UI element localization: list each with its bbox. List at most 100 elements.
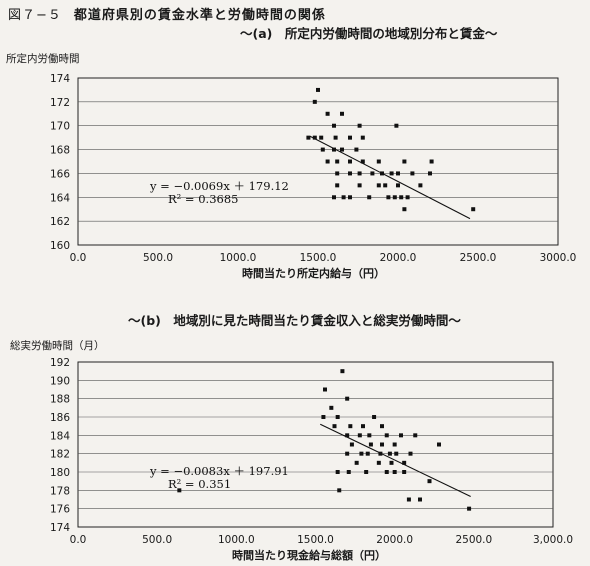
data-point	[471, 207, 476, 212]
data-point	[348, 135, 352, 140]
data-point	[467, 506, 472, 511]
data-point	[345, 451, 350, 456]
data-point	[337, 488, 342, 493]
data-point	[392, 442, 397, 447]
chart-a-scatter: 160 162 164 166 168 170 172 174 0.0 500.0 1000.0 15…	[50, 73, 577, 264]
data-point	[332, 195, 336, 200]
data-point	[357, 183, 362, 188]
r-squared-b: R² = 0.351	[168, 477, 231, 491]
data-point	[405, 195, 410, 200]
y-tick-label: 168	[50, 145, 70, 157]
y-tick-label: 166	[50, 168, 70, 180]
data-point	[349, 442, 354, 447]
x-tick-label: 0.0	[70, 534, 87, 546]
data-point	[357, 171, 362, 176]
data-point	[383, 183, 388, 188]
data-point	[396, 183, 400, 188]
y-tick-label: 186	[50, 412, 70, 424]
y-tick-label: 192	[50, 357, 70, 369]
data-point	[360, 159, 365, 164]
figure-title-text: 都道府県別の賃金水準と労働時間の関係	[73, 8, 326, 23]
x-tick-label: 1000.0	[220, 252, 257, 264]
y-tick-label: 184	[50, 430, 70, 442]
chart-b-ylabel: 総実労働時間（月）	[10, 340, 105, 352]
data-point	[329, 405, 334, 410]
data-point	[392, 470, 397, 474]
data-point	[335, 470, 340, 474]
y-tick-label: 174	[50, 73, 70, 85]
chart-b-xlabel: 時間当たり現金給与総額（円）	[232, 549, 386, 562]
r-squared-a: R² = 0.3685	[168, 192, 238, 206]
data-point	[333, 135, 338, 140]
data-point	[408, 451, 413, 456]
data-point	[348, 171, 352, 176]
y-tick-label: 162	[50, 216, 70, 228]
data-point	[410, 171, 415, 176]
data-point	[370, 171, 375, 176]
data-point	[335, 159, 340, 164]
data-point	[312, 135, 317, 140]
y-tick-label: 188	[50, 394, 70, 406]
data-point	[389, 460, 394, 465]
data-point	[332, 147, 336, 152]
data-point	[429, 159, 434, 164]
data-point	[394, 451, 399, 456]
chart-b-subtitle: 〜(b) 地域別に見た時間当たり賃金収入と総実労働時間〜	[128, 313, 461, 328]
chart-b-scatter: 174 176 178 180 182 184 186 188 190 192 0.0 500.0 10…	[50, 357, 573, 546]
data-point	[364, 470, 369, 474]
data-point	[376, 183, 381, 188]
y-tick-label: 178	[50, 485, 70, 497]
data-point	[396, 171, 400, 176]
y-tick-label: 182	[50, 449, 70, 461]
chart-a-xlabel: 時間当たり所定内給与（円）	[242, 267, 385, 280]
x-tick-label: 2500.0	[455, 534, 492, 546]
data-point	[359, 451, 364, 456]
data-point	[376, 159, 381, 164]
data-point	[387, 451, 392, 456]
figure-number: 図７−５	[8, 8, 62, 23]
data-point	[418, 497, 422, 502]
data-point	[399, 195, 404, 200]
y-tick-label: 160	[50, 240, 70, 252]
data-point	[437, 442, 441, 447]
data-point	[335, 183, 340, 188]
plot-area-a	[77, 77, 559, 246]
data-point	[367, 195, 372, 200]
data-point	[335, 415, 340, 419]
data-point	[325, 159, 330, 164]
data-point	[360, 135, 365, 140]
data-point	[427, 479, 432, 484]
data-point	[418, 183, 423, 188]
data-point	[394, 123, 399, 128]
y-tick-label: 164	[50, 192, 70, 204]
data-point	[312, 99, 317, 104]
data-point	[177, 488, 182, 493]
data-point	[340, 147, 344, 152]
data-point	[320, 147, 325, 152]
data-point	[399, 433, 403, 438]
data-point	[348, 195, 352, 200]
data-point	[346, 470, 351, 474]
data-point	[367, 433, 372, 438]
data-point	[323, 387, 327, 392]
data-point	[340, 111, 344, 116]
figure-title: 図７−５ 都道府県別の賃金水準と労働時間の関係	[8, 4, 326, 23]
x-tick-label: 2500.0	[460, 252, 497, 264]
x-tick-label: 0.0	[70, 252, 87, 264]
y-tick-label: 190	[50, 375, 70, 387]
data-point	[321, 415, 326, 419]
data-point	[389, 171, 394, 176]
regression-equation-a: y = −0.0069x ＋ 179.12	[149, 179, 289, 193]
x-tick-label: 2000.0	[376, 534, 413, 546]
data-point	[384, 470, 389, 474]
trendline-a	[309, 135, 471, 220]
x-tick-label: 500.0	[142, 534, 172, 546]
x-tick-label: 3000.0	[540, 252, 577, 264]
data-point	[357, 433, 362, 438]
regression-equation-b: y = −0.0083x ＋ 197.91	[149, 464, 289, 478]
data-point	[341, 195, 346, 200]
y-tick-label: 172	[50, 97, 70, 109]
data-point	[380, 424, 384, 429]
data-point	[348, 424, 353, 429]
